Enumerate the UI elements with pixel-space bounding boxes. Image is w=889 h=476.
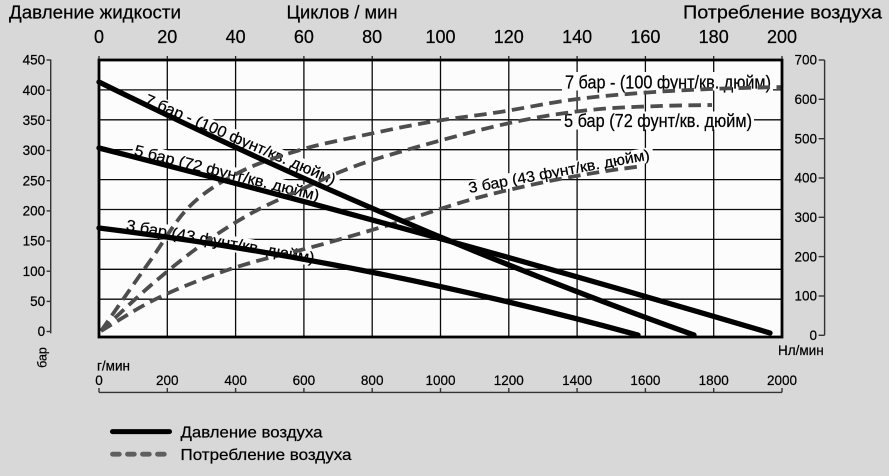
svg-text:0: 0 xyxy=(95,373,103,388)
svg-text:700: 700 xyxy=(794,53,817,68)
svg-text:600: 600 xyxy=(293,373,316,388)
svg-text:200: 200 xyxy=(23,204,46,219)
svg-text:150: 150 xyxy=(23,234,46,249)
svg-text:60: 60 xyxy=(294,27,314,47)
svg-text:300: 300 xyxy=(23,143,46,158)
svg-text:200: 200 xyxy=(767,27,797,47)
svg-text:250: 250 xyxy=(23,173,46,188)
svg-text:Циклов / мин: Циклов / мин xyxy=(287,2,398,23)
svg-text:Потребление воздуха: Потребление воздуха xyxy=(683,2,883,23)
svg-text:Нл/мин: Нл/мин xyxy=(778,343,824,358)
svg-text:1000: 1000 xyxy=(425,373,455,388)
svg-text:450: 450 xyxy=(23,53,46,68)
svg-text:5 бар (72 фунт/кв. дюйм): 5 бар (72 фунт/кв. дюйм) xyxy=(564,111,752,131)
svg-text:1200: 1200 xyxy=(494,373,524,388)
svg-text:0: 0 xyxy=(94,27,104,47)
svg-text:400: 400 xyxy=(23,83,46,98)
svg-text:500: 500 xyxy=(794,131,817,146)
svg-text:100: 100 xyxy=(425,27,455,47)
svg-text:800: 800 xyxy=(361,373,384,388)
svg-text:600: 600 xyxy=(794,92,817,107)
svg-text:180: 180 xyxy=(699,27,729,47)
svg-text:350: 350 xyxy=(23,113,46,128)
svg-text:1800: 1800 xyxy=(699,373,729,388)
svg-text:400: 400 xyxy=(224,373,247,388)
svg-text:0: 0 xyxy=(809,328,817,343)
svg-text:Потребление воздуха: Потребление воздуха xyxy=(181,447,352,464)
svg-text:2000: 2000 xyxy=(767,373,797,388)
svg-text:200: 200 xyxy=(794,249,817,264)
svg-text:0: 0 xyxy=(38,324,46,339)
svg-text:160: 160 xyxy=(630,27,660,47)
svg-text:бар: бар xyxy=(35,347,49,368)
svg-text:200: 200 xyxy=(156,373,179,388)
svg-text:Давление воздуха: Давление воздуха xyxy=(181,424,323,441)
svg-text:Давление жидкости: Давление жидкости xyxy=(9,2,181,23)
svg-text:50: 50 xyxy=(30,294,45,309)
svg-text:300: 300 xyxy=(794,210,817,225)
svg-text:80: 80 xyxy=(362,27,382,47)
svg-text:г/мин: г/мин xyxy=(97,359,130,374)
svg-text:140: 140 xyxy=(562,27,592,47)
svg-text:20: 20 xyxy=(157,27,177,47)
svg-text:100: 100 xyxy=(23,264,46,279)
svg-text:1400: 1400 xyxy=(562,373,592,388)
svg-text:1600: 1600 xyxy=(630,373,660,388)
svg-text:400: 400 xyxy=(794,171,817,186)
svg-text:120: 120 xyxy=(494,27,524,47)
svg-text:100: 100 xyxy=(794,289,817,304)
svg-text:40: 40 xyxy=(226,27,246,47)
